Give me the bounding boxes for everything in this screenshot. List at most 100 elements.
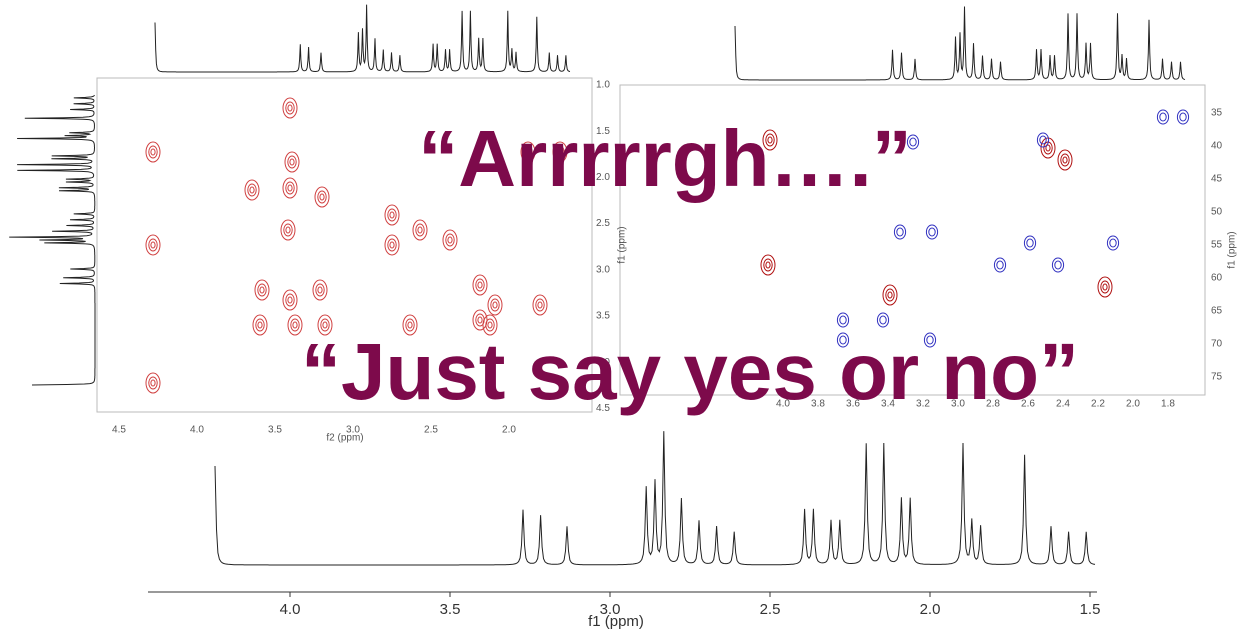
contour <box>288 105 292 111</box>
contour <box>886 289 894 301</box>
contour <box>478 317 482 323</box>
contour <box>149 377 157 389</box>
contour <box>151 149 155 155</box>
spectrum-x-label: f1 (ppm) <box>588 613 644 630</box>
contour <box>288 297 292 303</box>
contour <box>388 239 396 251</box>
contour <box>929 228 935 236</box>
contour <box>473 275 487 295</box>
contour <box>1037 133 1048 147</box>
contour <box>493 302 497 308</box>
spectrum-x-tick: 4.0 <box>280 601 301 618</box>
contour <box>286 182 294 194</box>
hsqc-x-tick: 1.8 <box>1161 399 1175 410</box>
contour <box>897 228 903 236</box>
contour <box>286 227 290 233</box>
spectrum-trace <box>155 5 570 72</box>
contour <box>288 156 296 168</box>
contour <box>837 313 848 327</box>
contour <box>260 287 264 293</box>
contour <box>146 235 160 255</box>
contour <box>285 152 299 172</box>
contour <box>288 185 292 191</box>
cosy-x-tick: 2.5 <box>424 425 438 436</box>
contour <box>281 220 295 240</box>
contour <box>1027 239 1033 247</box>
caption: “Just say yes or no” <box>301 327 1079 416</box>
hsqc-y-tick: 55 <box>1211 240 1223 251</box>
contour <box>291 319 299 331</box>
contour <box>293 322 297 328</box>
cosy-y-tick: 3.0 <box>596 264 610 275</box>
contour <box>245 180 259 200</box>
contour <box>1160 113 1166 121</box>
spectrum-x-tick: 1.5 <box>1080 601 1101 618</box>
contour <box>766 262 770 268</box>
contour <box>997 261 1003 269</box>
contour <box>283 178 297 198</box>
cosy-x-label: f2 (ppm) <box>326 433 363 444</box>
spectrum-x-tick: 2.5 <box>760 601 781 618</box>
contour <box>390 242 394 248</box>
contour <box>151 380 155 386</box>
cosy-x-tick: 3.5 <box>268 425 282 436</box>
hsqc-x-tick: 2.0 <box>1126 399 1140 410</box>
contour <box>1098 277 1112 297</box>
contour <box>536 299 544 311</box>
hsqc-y-tick: 75 <box>1211 372 1223 383</box>
cosy-x-tick: 4.5 <box>112 425 126 436</box>
contour <box>761 255 775 275</box>
contour <box>1041 138 1055 158</box>
contour <box>385 205 399 225</box>
contour <box>1110 239 1116 247</box>
hsqc-y-tick: 45 <box>1211 174 1223 185</box>
contour <box>250 187 254 193</box>
contour <box>1063 157 1067 163</box>
cosy-y-label: f1 (ppm) <box>617 226 628 263</box>
contour <box>313 280 327 300</box>
contour <box>883 285 897 305</box>
contour <box>151 242 155 248</box>
contour <box>418 227 422 233</box>
contour <box>1058 150 1072 170</box>
contour <box>286 294 294 306</box>
contour <box>994 258 1005 272</box>
contour <box>258 284 266 296</box>
contour <box>1040 136 1046 144</box>
cosy-y-tick: 3.5 <box>596 311 610 322</box>
contour <box>256 319 264 331</box>
contour <box>283 290 297 310</box>
hsqc-y-tick: 35 <box>1211 108 1223 119</box>
caption: “Arrrrrgh….” <box>418 114 911 203</box>
contour <box>315 187 329 207</box>
contour <box>894 225 905 239</box>
contour <box>446 234 454 246</box>
contour <box>290 159 294 165</box>
contour <box>476 279 484 291</box>
cosy-y-tick: 1.0 <box>596 80 610 91</box>
contour <box>390 212 394 218</box>
contour <box>416 224 424 236</box>
spectrum-x-tick: 3.5 <box>440 601 461 618</box>
contour <box>538 302 542 308</box>
spectrum-trace <box>735 7 1185 81</box>
hsqc-y-tick: 65 <box>1211 306 1223 317</box>
contour <box>840 316 846 324</box>
contour <box>1103 284 1107 290</box>
contour <box>533 295 547 315</box>
contour <box>255 280 269 300</box>
contour <box>320 194 324 200</box>
contour <box>488 295 502 315</box>
cosy-x-tick: 4.0 <box>190 425 204 436</box>
contour <box>286 102 294 114</box>
contour <box>1061 154 1069 166</box>
contour <box>388 209 396 221</box>
hsqc-y-tick: 70 <box>1211 339 1223 350</box>
contour <box>491 299 499 311</box>
contour <box>149 239 157 251</box>
contour <box>146 142 160 162</box>
contour <box>1177 110 1188 124</box>
contour <box>318 191 326 203</box>
spectrum-trace <box>215 431 1095 565</box>
contour <box>1052 258 1063 272</box>
